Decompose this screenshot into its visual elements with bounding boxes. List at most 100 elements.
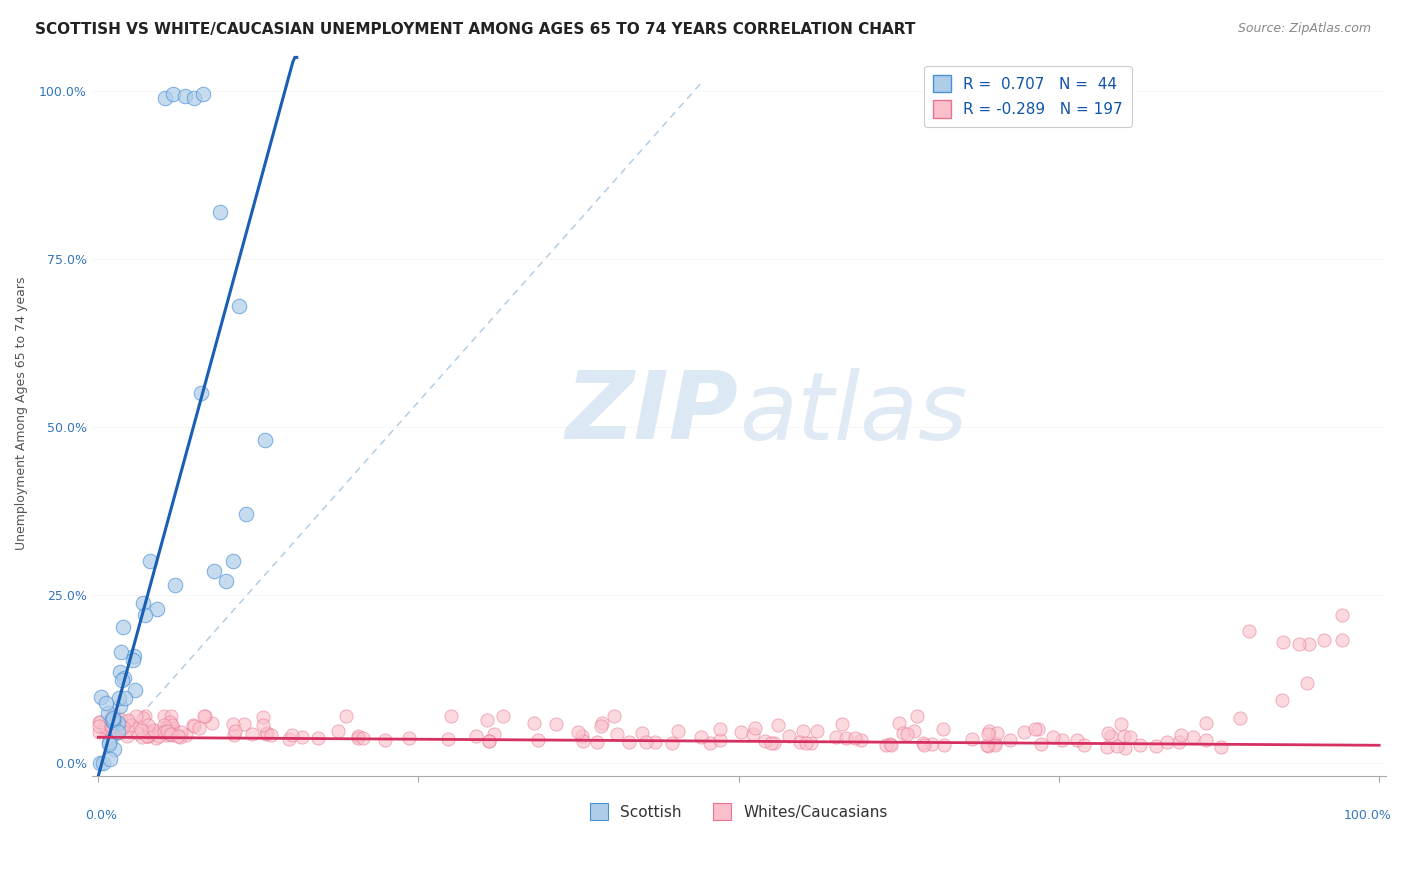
Point — [1330, 633, 1353, 648]
Point — [111, 720, 134, 734]
Point — [159, 727, 181, 741]
Point — [135, 729, 157, 743]
Point — [934, 738, 956, 752]
Point — [253, 434, 276, 448]
Point — [162, 718, 184, 732]
Point — [844, 731, 866, 745]
Text: 0.0%: 0.0% — [86, 809, 117, 822]
Point — [436, 731, 458, 746]
Point — [983, 738, 1005, 752]
Point — [977, 727, 1000, 741]
Point — [156, 725, 179, 739]
Point — [105, 717, 128, 731]
Point — [100, 710, 122, 724]
Point — [134, 708, 156, 723]
Point — [115, 729, 138, 743]
Point — [159, 708, 181, 723]
Point — [1272, 635, 1295, 649]
Point — [571, 729, 593, 743]
Point — [125, 708, 148, 723]
Point — [160, 727, 183, 741]
Point — [278, 731, 301, 746]
Text: 100.0%: 100.0% — [1344, 809, 1392, 822]
Point — [849, 732, 872, 747]
Point — [87, 724, 110, 739]
Point — [796, 736, 818, 750]
Point — [152, 708, 174, 723]
Point — [155, 720, 177, 734]
Point — [98, 734, 121, 748]
Point — [183, 91, 205, 105]
Point — [1195, 733, 1218, 747]
Point — [105, 725, 128, 739]
Point — [89, 715, 111, 730]
Point — [986, 726, 1008, 740]
Point — [281, 728, 304, 742]
Point — [905, 708, 928, 723]
Point — [984, 736, 1007, 750]
Point — [478, 733, 501, 747]
Point — [889, 716, 911, 731]
Text: SCOTTISH VS WHITE/CAUCASIAN UNEMPLOYMENT AMONG AGES 65 TO 74 YEARS CORRELATION C: SCOTTISH VS WHITE/CAUCASIAN UNEMPLOYMENT… — [35, 22, 915, 37]
Point — [977, 723, 1000, 738]
Point — [122, 649, 145, 664]
Point — [166, 730, 188, 744]
Point — [157, 723, 180, 738]
Point — [100, 725, 122, 739]
Point — [546, 716, 568, 731]
Point — [148, 729, 170, 743]
Point — [1295, 676, 1317, 690]
Point — [1099, 729, 1122, 743]
Point — [631, 726, 654, 740]
Point — [162, 87, 184, 102]
Point — [152, 724, 174, 739]
Point — [824, 730, 846, 744]
Point — [112, 671, 135, 685]
Point — [896, 726, 918, 740]
Point — [347, 731, 370, 745]
Point — [879, 738, 901, 752]
Point — [108, 690, 131, 705]
Point — [141, 724, 163, 739]
Point — [174, 88, 197, 103]
Point — [131, 596, 153, 610]
Point — [101, 713, 124, 727]
Point — [1031, 737, 1053, 751]
Point — [661, 736, 683, 750]
Point — [256, 726, 278, 740]
Point — [478, 733, 501, 747]
Point — [778, 729, 800, 743]
Point — [110, 645, 132, 659]
Point — [108, 699, 131, 714]
Y-axis label: Unemployment Among Ages 65 to 74 years: Unemployment Among Ages 65 to 74 years — [15, 277, 28, 550]
Point — [136, 729, 159, 743]
Point — [252, 710, 274, 724]
Point — [835, 731, 858, 745]
Point — [1024, 722, 1046, 736]
Point — [94, 720, 117, 734]
Point — [484, 727, 506, 741]
Point — [101, 720, 124, 734]
Point — [492, 709, 515, 723]
Point — [326, 724, 349, 739]
Point — [522, 716, 544, 731]
Point — [1313, 633, 1336, 648]
Point — [911, 736, 934, 750]
Point — [1042, 731, 1064, 745]
Point — [187, 721, 209, 735]
Point — [742, 727, 765, 741]
Point — [792, 723, 814, 738]
Point — [156, 723, 179, 738]
Point — [644, 735, 666, 749]
Point — [1182, 730, 1205, 744]
Point — [1095, 739, 1118, 754]
Point — [111, 619, 134, 633]
Point — [591, 715, 613, 730]
Point — [129, 723, 152, 737]
Point — [335, 708, 357, 723]
Point — [976, 739, 998, 753]
Point — [690, 730, 713, 744]
Point — [183, 719, 205, 733]
Point — [174, 728, 197, 742]
Point — [89, 756, 111, 770]
